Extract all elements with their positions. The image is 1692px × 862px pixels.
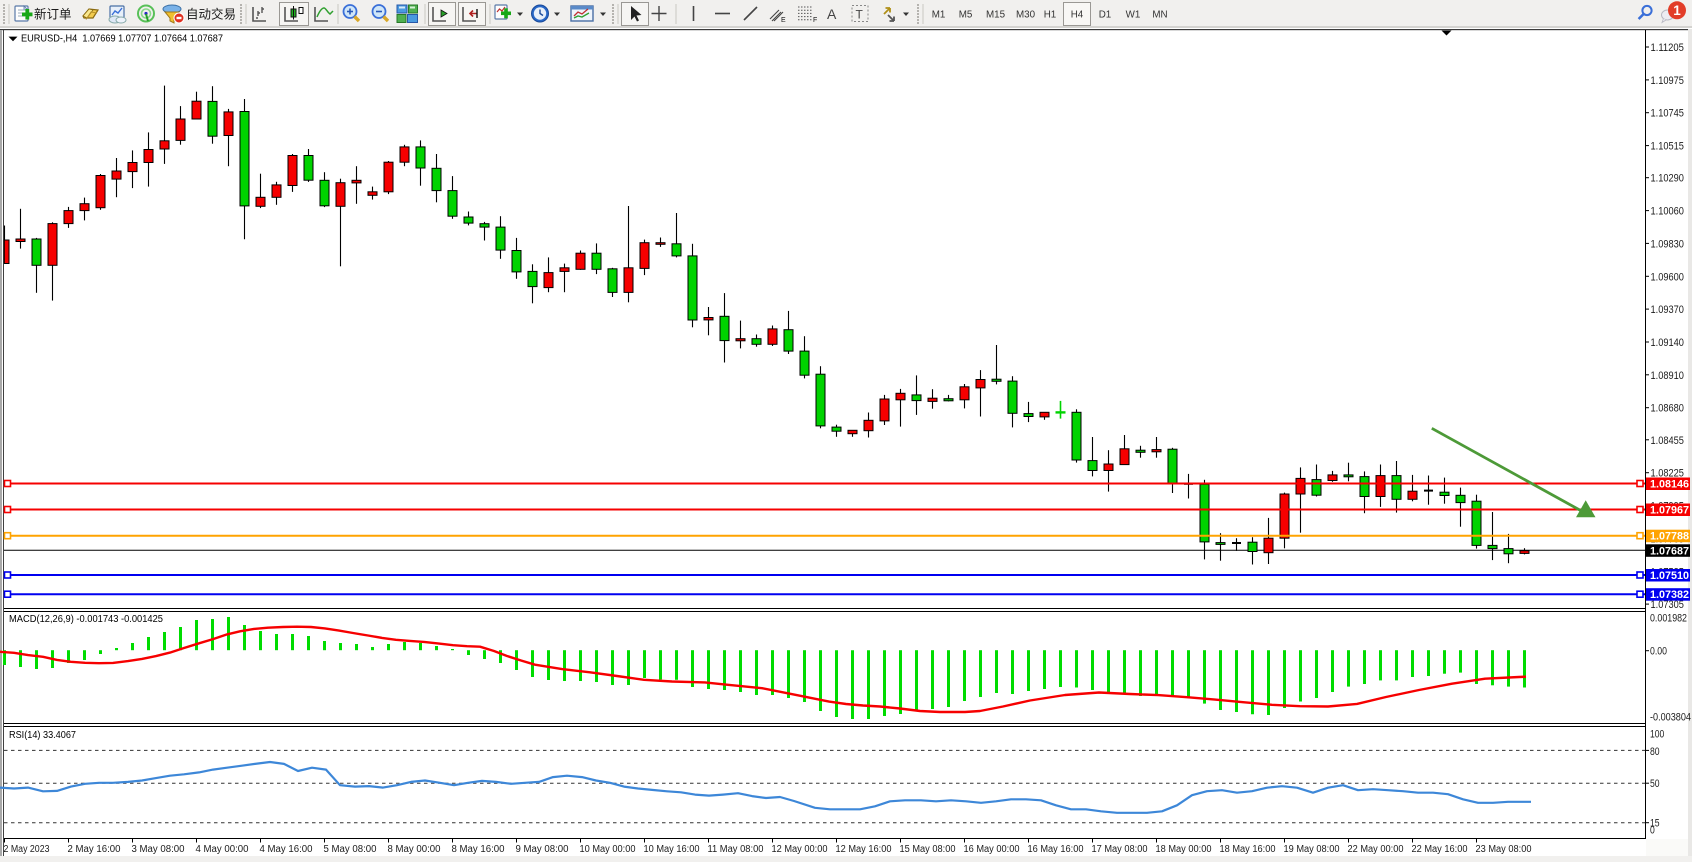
svg-text:2 May 16:00: 2 May 16:00: [68, 844, 121, 855]
svg-text:RSI(14) 33.4067: RSI(14) 33.4067: [9, 730, 76, 741]
svg-text:15 May 08:00: 15 May 08:00: [900, 844, 956, 855]
svg-text:19 May 08:00: 19 May 08:00: [1284, 844, 1340, 855]
svg-text:1.08455: 1.08455: [1651, 435, 1684, 447]
svg-text:4 May 00:00: 4 May 00:00: [196, 844, 249, 855]
svg-text:17 May 08:00: 17 May 08:00: [1092, 844, 1148, 855]
svg-text:16 May 16:00: 16 May 16:00: [1028, 844, 1084, 855]
svg-text:1.09140: 1.09140: [1651, 337, 1684, 349]
svg-text:5 May 08:00: 5 May 08:00: [324, 844, 377, 855]
svg-text:1.10975: 1.10975: [1651, 75, 1684, 87]
svg-text:1.09370: 1.09370: [1651, 304, 1684, 316]
svg-text:18 May 16:00: 18 May 16:00: [1220, 844, 1276, 855]
svg-text:M15: M15: [986, 10, 1006, 21]
svg-text:8 May 16:00: 8 May 16:00: [452, 844, 505, 855]
svg-text:11 May 08:00: 11 May 08:00: [708, 844, 764, 855]
svg-text:12 May 00:00: 12 May 00:00: [772, 844, 828, 855]
svg-text:MACD(12,26,9) -0.001743 -0.001: MACD(12,26,9) -0.001743 -0.001425: [9, 614, 164, 625]
svg-text:1.11205: 1.11205: [1651, 42, 1684, 54]
svg-text:10 May 00:00: 10 May 00:00: [580, 844, 636, 855]
svg-text:8 May 00:00: 8 May 00:00: [388, 844, 441, 855]
svg-text:1.08146: 1.08146: [1650, 479, 1689, 491]
svg-text:T: T: [856, 8, 864, 22]
svg-text:15: 15: [1650, 817, 1660, 829]
svg-text:1.08225: 1.08225: [1651, 468, 1684, 480]
svg-text:M5: M5: [959, 10, 973, 21]
svg-text:1.07788: 1.07788: [1650, 531, 1689, 543]
svg-text:80: 80: [1650, 746, 1660, 758]
svg-text:22 May 00:00: 22 May 00:00: [1348, 844, 1404, 855]
svg-text:新订单: 新订单: [34, 7, 72, 22]
svg-text:1.08910: 1.08910: [1651, 370, 1684, 382]
svg-text:A: A: [827, 6, 837, 22]
svg-text:1.10515: 1.10515: [1651, 141, 1684, 153]
svg-text:1: 1: [1673, 3, 1681, 18]
svg-text:1.07305: 1.07305: [1651, 599, 1684, 611]
svg-text:9 May 08:00: 9 May 08:00: [516, 844, 569, 855]
svg-text:E: E: [781, 17, 786, 24]
svg-text:1.07967: 1.07967: [1650, 505, 1689, 517]
svg-text:1.09600: 1.09600: [1651, 271, 1684, 283]
svg-text:1.10060: 1.10060: [1651, 206, 1684, 218]
svg-text:3 May 08:00: 3 May 08:00: [132, 844, 185, 855]
svg-text:1.09830: 1.09830: [1651, 238, 1684, 250]
svg-text:1.07510: 1.07510: [1650, 570, 1689, 582]
svg-text:MN: MN: [1152, 10, 1167, 21]
svg-text:W1: W1: [1126, 10, 1141, 21]
svg-text:18 May 00:00: 18 May 00:00: [1156, 844, 1212, 855]
svg-text:1.08680: 1.08680: [1651, 403, 1684, 415]
svg-text:16 May 00:00: 16 May 00:00: [964, 844, 1020, 855]
svg-text:10 May 16:00: 10 May 16:00: [644, 844, 700, 855]
svg-text:4 May 16:00: 4 May 16:00: [260, 844, 313, 855]
svg-text:1.10290: 1.10290: [1651, 173, 1684, 185]
svg-text:1.10745: 1.10745: [1651, 108, 1684, 120]
svg-text:1.07687: 1.07687: [1650, 545, 1689, 557]
svg-text:23 May 08:00: 23 May 08:00: [1476, 844, 1532, 855]
svg-text:D1: D1: [1099, 10, 1112, 21]
svg-text:0: 0: [1650, 825, 1655, 837]
svg-text:自动交易: 自动交易: [186, 7, 236, 22]
svg-text:-0.003804: -0.003804: [1650, 712, 1691, 724]
svg-text:EURUSD-,H4 1.07669 1.07707 1.: EURUSD-,H4 1.07669 1.07707 1.07664 1.076…: [21, 33, 223, 44]
svg-text:0.001982: 0.001982: [1650, 613, 1687, 625]
svg-text:0.00: 0.00: [1650, 646, 1667, 658]
svg-text:50: 50: [1650, 778, 1660, 790]
svg-text:H1: H1: [1044, 10, 1057, 21]
svg-text:12 May 16:00: 12 May 16:00: [836, 844, 892, 855]
svg-text:H4: H4: [1071, 10, 1084, 21]
svg-text:2 May 2023: 2 May 2023: [4, 844, 50, 855]
svg-text:1.07382: 1.07382: [1650, 589, 1689, 601]
svg-text:M1: M1: [932, 10, 946, 21]
svg-text:F: F: [813, 17, 817, 24]
svg-text:22 May 16:00: 22 May 16:00: [1412, 844, 1468, 855]
svg-text:100: 100: [1650, 728, 1664, 740]
svg-text:M30: M30: [1016, 10, 1036, 21]
